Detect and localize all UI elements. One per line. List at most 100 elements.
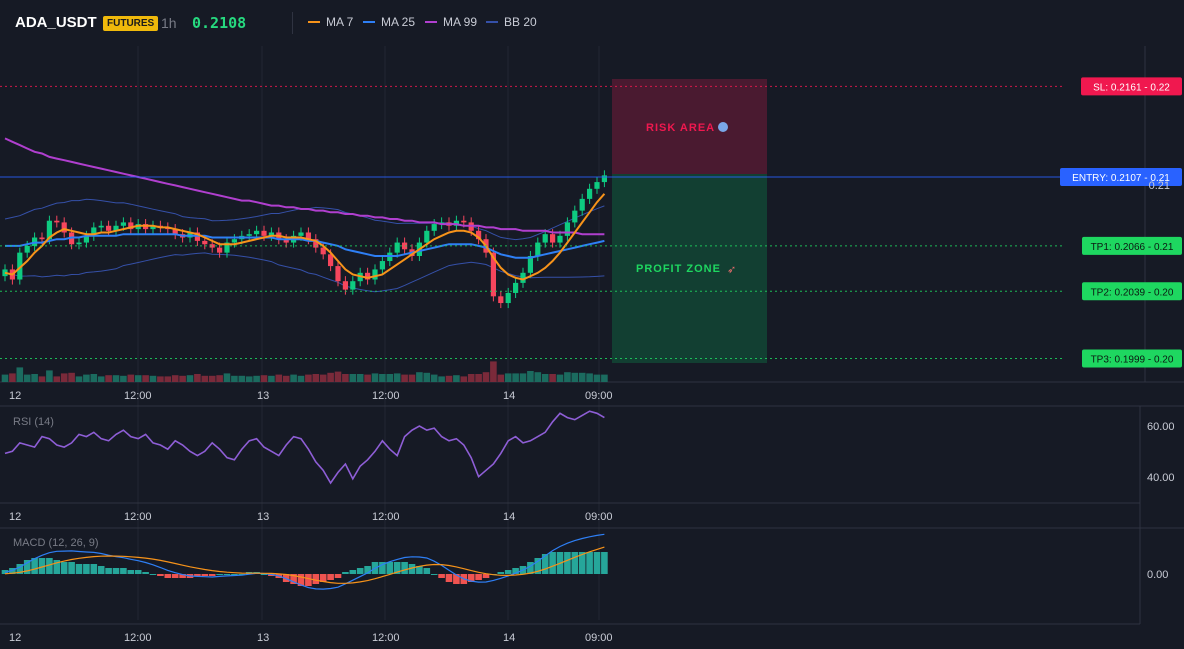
volume-bar [504,373,512,382]
volume-bar [142,375,149,382]
tp3-label: TP3: 0.1999 - 0.20 [1091,354,1174,365]
candle-body [98,225,104,228]
volume-bar [512,373,519,382]
time-label: 14 [503,390,515,402]
volume-bar [564,372,571,382]
macd-hist-bar [334,574,342,578]
legend-ma7-label: MA 7 [326,15,354,29]
candle-body [24,245,30,253]
candle-body [461,220,467,223]
volume-bar [23,374,31,382]
macd-hist-bar [53,560,61,574]
macd-hist-bar [393,562,401,574]
volume-bar [260,375,268,382]
candle-body [402,242,408,250]
volume-bar [201,375,209,382]
candle-body [106,225,112,231]
rsi-label: RSI (14) [13,416,54,428]
ma99-line [4,137,605,236]
time-axis-macd: 12 12:00 13 12:00 14 09:00 [9,632,613,644]
macd-hist-bar [171,574,179,578]
volume-bar [171,375,179,382]
tp3-label-box [1082,349,1182,368]
candle-body [217,247,223,253]
macd-hist-bar [83,564,90,574]
candle-body [91,227,97,236]
macd-hist-bar [593,552,601,574]
candle-body [305,232,311,240]
candle-body [350,281,356,290]
volume-bar [290,374,297,382]
macd-hist-bar [223,574,231,575]
macd-hist-bar [319,574,327,582]
legend-ma7[interactable]: MA 7 [308,15,353,29]
volume-bar [571,372,579,382]
time-label: 13 [257,390,269,402]
sl-label-box [1081,77,1182,96]
volume-bar [16,367,24,382]
symbol-title[interactable]: ADA_USDT [15,14,97,31]
macd-hist-bar [379,562,386,574]
volume-bar [467,374,475,382]
candle-body [120,222,126,226]
legend-bb20[interactable]: BB 20 [486,15,537,29]
volume-bar [282,375,290,382]
legend-ma99[interactable]: MA 99 [425,15,477,29]
macd-hist-bar [142,572,149,574]
time-label: 12 [9,632,21,644]
macd-hist-bar [453,574,460,584]
candle-body [335,266,341,282]
time-axis-main: 12 12:00 13 12:00 14 09:00 [9,390,613,402]
volume-bar [297,375,305,382]
entry-label: ENTRY: 0.2107 - 0.21 [1072,173,1170,184]
candle-body [320,247,326,255]
macd-hist-bar [149,574,157,575]
tp1-label-box [1082,236,1182,255]
volume-bar [112,375,120,382]
legend-ma25[interactable]: MA 25 [363,15,415,29]
macd-hist-bar [120,568,127,574]
candle-body [601,175,607,183]
volume-bar [482,372,490,382]
time-label: 12:00 [372,632,400,644]
candle-body [231,239,237,243]
volume-bar [423,372,431,382]
entry-label-box [1060,168,1182,187]
candle-body [535,242,541,256]
candle-body [476,230,482,240]
candle-body [372,269,378,280]
rsi-tick-60: 60.00 [1147,421,1175,433]
volume-bar [342,374,349,382]
macd-hist-bar [586,552,593,574]
macd-hist-bar [527,562,534,574]
macd-hist-bar [438,574,445,578]
candle-body [224,242,230,253]
time-label: 14 [503,511,515,523]
rsi-line [4,410,605,485]
tp2-label-box [1082,282,1182,301]
candle-body [579,198,585,211]
volume-bar [179,375,186,382]
volume-bar [490,361,497,382]
macd-hist-bar [164,574,172,578]
macd-hist-bar [134,570,142,574]
time-label: 14 [503,632,515,644]
macd-hist-bar [105,568,112,574]
candle-body [594,182,600,189]
volume-bar [556,374,564,382]
candle-body [261,230,267,236]
volume-bar [578,372,586,382]
candle-body [17,252,23,280]
macd-hist-bar [238,574,246,575]
volume-bar [549,374,556,382]
timeframe-label[interactable]: 1h [161,15,177,31]
macd-hist-bar [290,574,297,584]
volume-bar [164,376,172,382]
volume-bar [9,373,16,382]
candle-body [172,229,178,235]
volume-bar [223,373,231,382]
time-axis-rsi: 12 12:00 13 12:00 14 09:00 [9,511,613,523]
volume-bar [349,374,357,382]
candle-body [254,230,260,235]
